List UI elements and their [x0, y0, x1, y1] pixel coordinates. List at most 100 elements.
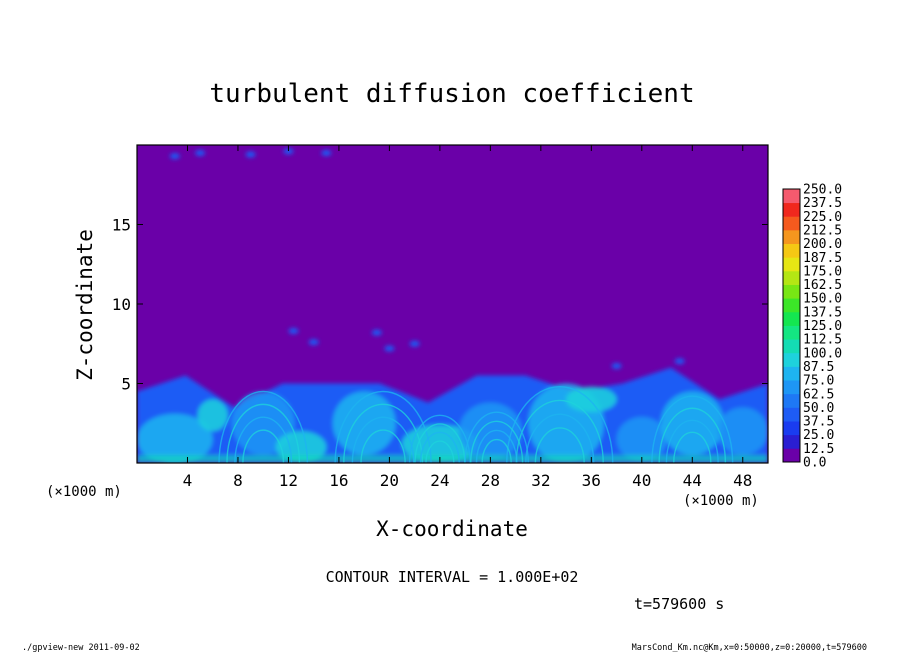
colorbar-segment — [783, 380, 800, 395]
colorbar-label: 75.0 — [803, 374, 834, 389]
x-unit-label-left: (×1000 m) — [46, 484, 122, 500]
chart-title: turbulent diffusion coefficient — [209, 79, 694, 109]
eddy-arc — [360, 429, 406, 463]
eddy-arc — [651, 395, 734, 463]
x-tick-label: 8 — [233, 471, 243, 490]
colorbar-segment — [783, 339, 800, 354]
colorbar-label: 62.5 — [803, 387, 834, 402]
colorbar-label: 250.0 — [803, 183, 842, 198]
x-tick-label: 44 — [683, 471, 702, 490]
turbulence-cell — [283, 148, 294, 155]
x-tick-label: 12 — [279, 471, 298, 490]
x-tick-label: 16 — [329, 471, 348, 490]
surface-band — [137, 455, 768, 463]
colorbar: 0.012.525.037.550.062.575.087.5100.0112.… — [782, 183, 842, 471]
eddy-arc — [419, 432, 460, 463]
colorbar-segment — [783, 393, 800, 408]
turbulence-cell — [169, 153, 180, 160]
colorbar-segment — [783, 243, 800, 258]
colorbar-segment — [783, 352, 800, 367]
colorbar-segment — [783, 257, 800, 272]
colorbar-segment — [783, 270, 800, 285]
eddy-arc — [658, 407, 727, 463]
x-unit-label-right: (×1000 m) — [683, 493, 759, 509]
turbulence-cell — [321, 149, 332, 156]
turbulence-cell — [288, 328, 299, 335]
eddy-arc — [481, 438, 512, 463]
colorbar-label: 175.0 — [803, 264, 842, 279]
turbulence-blob — [332, 391, 396, 456]
colorbar-label: 162.5 — [803, 278, 842, 293]
colorbar-label: 125.0 — [803, 319, 842, 334]
colorbar-segment — [783, 448, 800, 463]
y-tick-label: 5 — [121, 375, 131, 394]
colorbar-segment — [783, 407, 800, 422]
x-tick-label: 24 — [430, 471, 449, 490]
turbulence-blob — [616, 416, 668, 462]
colorbar-label: 237.5 — [803, 196, 842, 211]
turbulence-cell — [611, 363, 622, 370]
time-label: t=579600 s — [634, 595, 724, 613]
turbulence-blob — [566, 386, 617, 413]
colorbar-segment — [783, 216, 800, 231]
colorbar-frame — [782, 188, 801, 463]
y-axis-ticks: 5 10 15 — [112, 216, 768, 394]
colorbar-segment — [783, 366, 800, 381]
eddy-arc — [475, 429, 518, 463]
colorbar-label: 187.5 — [803, 251, 842, 266]
x-axis-label: X-coordinate — [376, 517, 528, 541]
turbulence-cell — [308, 339, 319, 346]
colorbar-segment — [783, 189, 800, 204]
colorbar-label: 225.0 — [803, 210, 842, 225]
y-tick-label: 15 — [112, 216, 131, 235]
footer-left: ./gpview-new 2011-09-02 — [22, 643, 140, 653]
colorbar-label: 37.5 — [803, 415, 834, 430]
colorbar-label: 100.0 — [803, 346, 842, 361]
x-tick-label: 4 — [183, 471, 193, 490]
footer-right: MarsCond_Km.nc@Km,x=0:50000,z=0:20000,t=… — [632, 643, 867, 653]
eddy-arc — [525, 413, 595, 463]
turbulence-cell — [245, 151, 256, 158]
x-tick-label: 28 — [481, 471, 500, 490]
colorbar-segment — [783, 311, 800, 326]
turbulence-blob — [231, 391, 295, 456]
colorbar-label: 12.5 — [803, 442, 834, 457]
y-tick-label: 10 — [112, 295, 131, 314]
colorbar-label: 137.5 — [803, 305, 842, 320]
colorbar-segment — [783, 202, 800, 217]
turbulence-cell — [384, 345, 395, 352]
colorbar-label: 0.0 — [803, 456, 826, 471]
eddy-arc — [515, 399, 604, 463]
x-tick-label: 36 — [582, 471, 601, 490]
y-axis-label: Z-coordinate — [73, 229, 97, 381]
colorbar-label: 25.0 — [803, 428, 834, 443]
colorbar-label: 87.5 — [803, 360, 834, 375]
eddy-arc — [534, 427, 585, 463]
plot-area — [137, 145, 768, 463]
eddy-arc — [234, 416, 293, 463]
colorbar-segment — [783, 229, 800, 244]
x-axis-ticks: 4 8 12 16 20 24 28 32 36 40 44 48 — [183, 145, 752, 490]
turbulence-blob — [197, 399, 228, 432]
colorbar-segment — [783, 421, 800, 436]
eddy-arc — [343, 403, 424, 463]
colorbar-label: 200.0 — [803, 237, 842, 252]
turbulent-streaks — [218, 386, 734, 463]
eddy-arc — [242, 429, 285, 463]
eddy-arc — [351, 416, 415, 463]
eddy-arc — [470, 420, 524, 463]
colorbar-label: 212.5 — [803, 223, 842, 238]
colorbar-label: 150.0 — [803, 292, 842, 307]
eddy-arc — [226, 403, 301, 463]
eddy-arc — [673, 431, 712, 463]
contour-interval-label: CONTOUR INTERVAL = 1.000E+02 — [326, 568, 579, 586]
eddy-arc — [425, 440, 455, 463]
eddy-arc — [218, 390, 309, 463]
colorbar-segment — [783, 325, 800, 340]
eddy-arc — [414, 423, 466, 463]
turbulence-cell — [195, 149, 206, 156]
x-tick-label: 32 — [531, 471, 550, 490]
x-tick-label: 48 — [733, 471, 752, 490]
turbulence-blob — [717, 407, 768, 456]
